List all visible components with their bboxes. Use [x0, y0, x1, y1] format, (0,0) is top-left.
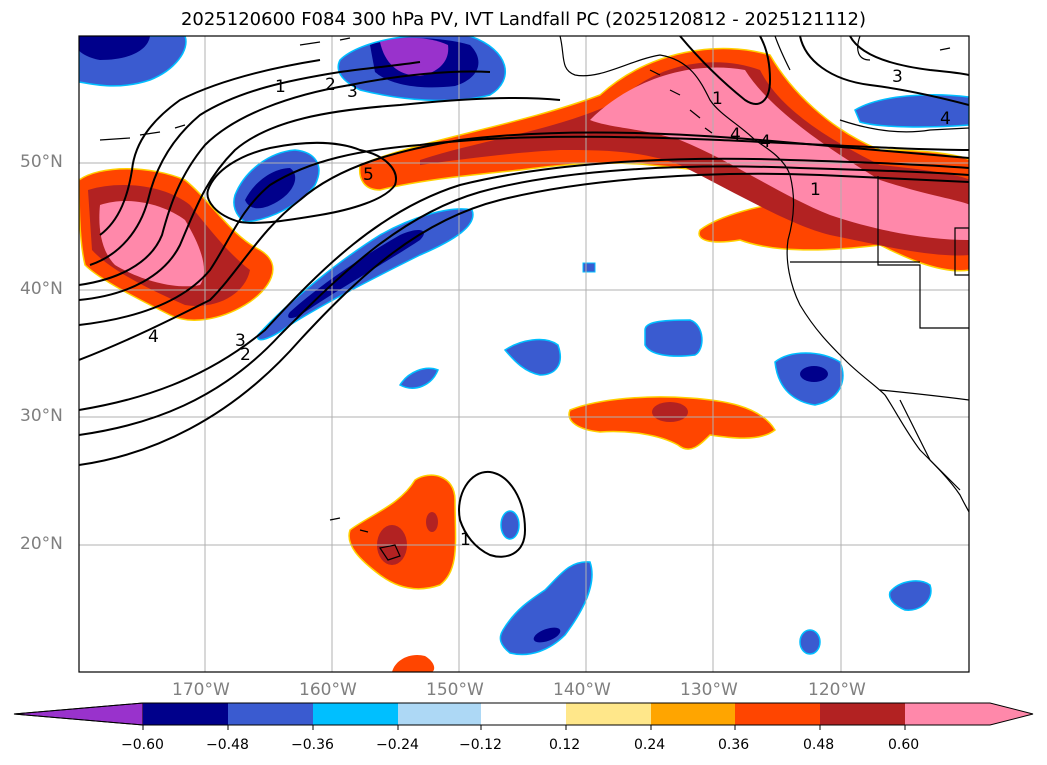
- contour-labels: 1 2 3 3 4 4 5 1 4 1 3 2 4 1: [148, 67, 951, 550]
- contour-label: 4: [760, 132, 771, 152]
- colorbar-bin: [481, 703, 566, 725]
- warm-bottom-blob: [392, 654, 435, 672]
- warm-streak-core: [590, 67, 969, 240]
- cool-pac-blob4: [398, 367, 439, 389]
- contour-label: 3: [235, 331, 246, 351]
- contour-label: 2: [240, 345, 251, 365]
- map-body: 1 2 3 3 4 4 5 1 4 1 3 2 4 1: [79, 36, 969, 672]
- contour-label: 4: [730, 125, 741, 145]
- colorbar-tick-label: −0.48: [206, 737, 249, 753]
- lat-label: 20°N: [20, 534, 63, 554]
- cool-pac-core3: [800, 366, 828, 382]
- colorbar-bin: [566, 703, 651, 725]
- coastlines: [99, 36, 969, 561]
- map-frame: [78, 35, 970, 673]
- colorbar-tick-label: 0.48: [803, 737, 835, 753]
- cool-pac-blob2: [503, 338, 561, 376]
- warm-subtropical-core: [652, 402, 688, 422]
- lat-label: 30°N: [20, 406, 63, 426]
- cool-pac-blob5: [500, 510, 520, 540]
- cool-nw-core: [79, 36, 150, 60]
- colorbar-tick-label: 0.24: [634, 737, 666, 753]
- colorbar-bin: [313, 703, 398, 725]
- lon-label: 140°W: [553, 680, 611, 700]
- contour-label: 1: [460, 530, 471, 550]
- warm-subtropical-streak: [568, 396, 776, 450]
- lat-label: 50°N: [20, 152, 63, 172]
- lon-label: 150°W: [426, 680, 484, 700]
- colorbar-extend-max: [905, 703, 1033, 725]
- colorbar-bin: [143, 703, 228, 725]
- contour-label: 4: [148, 327, 159, 347]
- colorbar-bin: [651, 703, 735, 725]
- colorbar-tick-label: 0.36: [718, 737, 750, 753]
- cool-ne-blob: [854, 94, 969, 128]
- contour-label: 3: [892, 67, 903, 87]
- colorbar-bin: [228, 703, 313, 725]
- pv-contours: [79, 36, 969, 558]
- cool-south-core: [533, 627, 561, 643]
- contour-label: 1: [275, 77, 286, 97]
- cool-se-blob: [888, 580, 932, 611]
- map-title: 2025120600 F084 300 hPa PV, IVT Landfall…: [180, 9, 867, 30]
- colorbar-bin: [735, 703, 820, 725]
- colorbar-bin: [398, 703, 481, 725]
- warm-small-core: [426, 512, 438, 532]
- colorbar-tick-label: −0.36: [291, 737, 334, 753]
- cool-north-core: [380, 37, 449, 76]
- cool-jet-core: [288, 229, 424, 319]
- cool-pac-blob1: [644, 319, 703, 357]
- contour-label: 3: [347, 82, 358, 102]
- colorbar-tick-label: −0.12: [459, 737, 502, 753]
- contour-label: 1: [810, 180, 821, 200]
- contour-label: 4: [940, 109, 951, 129]
- colorbar-bin: [820, 703, 905, 725]
- contour-label: 5: [363, 165, 374, 185]
- colorbar-tick-label: −0.24: [376, 737, 419, 753]
- cool-se-small: [799, 629, 821, 655]
- colorbar-tick-label: −0.60: [121, 737, 164, 753]
- contour-label: 1: [712, 89, 723, 109]
- lon-label: 130°W: [680, 680, 738, 700]
- contour-label: 2: [325, 75, 336, 95]
- lon-label: 160°W: [299, 680, 357, 700]
- colorbar: [13, 702, 1034, 730]
- graticule: [79, 36, 969, 672]
- colorbar-tick-label: 0.60: [888, 737, 920, 753]
- lon-label: 170°W: [172, 680, 230, 700]
- warm-west-core: [99, 200, 205, 287]
- negative-anomaly-fields: [79, 36, 969, 656]
- cool-tiny: [582, 262, 596, 273]
- lat-label: 40°N: [20, 279, 63, 299]
- colorbar-extend-min: [13, 702, 144, 726]
- lon-label: 120°W: [808, 680, 866, 700]
- colorbar-tick-label: 0.12: [549, 737, 581, 753]
